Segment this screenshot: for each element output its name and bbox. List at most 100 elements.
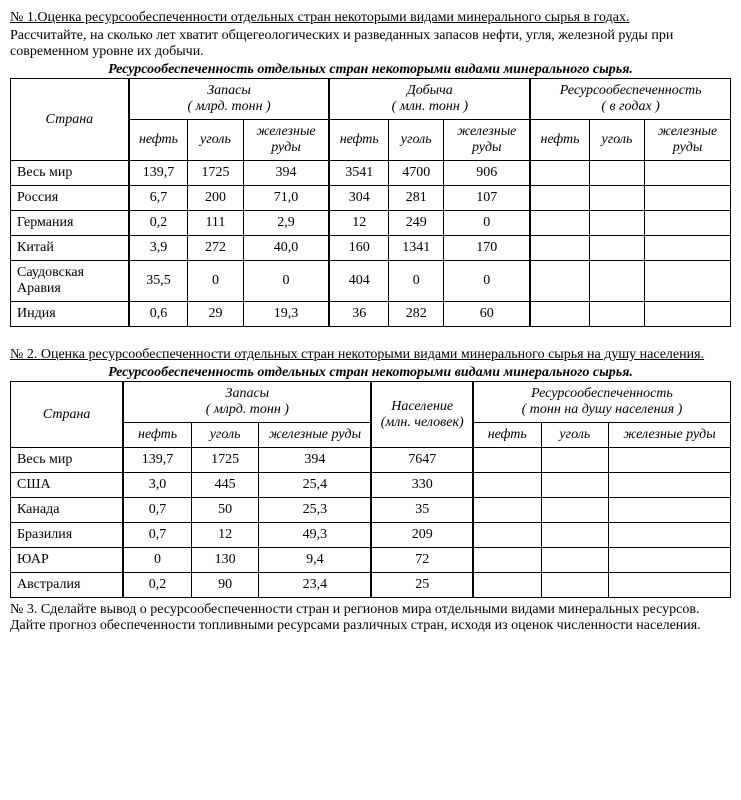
t2-head-supply: Ресурсообеспеченность( тонн на душу насе…: [473, 382, 731, 423]
table2: Страна Запасы( млрд. тонн ) Население(мл…: [10, 381, 731, 598]
table-row: Весь мир139,717253947647: [11, 448, 731, 473]
cell-empty: [530, 261, 589, 302]
cell-empty: [645, 186, 731, 211]
cell-empty: [589, 236, 644, 261]
cell: 249: [389, 211, 444, 236]
cell-country: США: [11, 473, 124, 498]
t2-sub-iron2: железные руды: [609, 423, 731, 448]
cell-empty: [530, 211, 589, 236]
cell: 209: [371, 523, 472, 548]
cell: 0,7: [123, 498, 191, 523]
table1: Страна Запасы( млрд. тонн ) Добыча( млн.…: [10, 78, 731, 327]
cell-country: Весь мир: [11, 448, 124, 473]
cell: 139,7: [123, 448, 191, 473]
cell-empty: [589, 261, 644, 302]
cell: 40,0: [243, 236, 329, 261]
cell-country: Австралия: [11, 573, 124, 598]
cell: 160: [329, 236, 388, 261]
t1-sub-iron: железные руды: [243, 120, 329, 161]
cell: 72: [371, 548, 472, 573]
cell-country: Россия: [11, 186, 129, 211]
cell: 272: [188, 236, 243, 261]
table-row: Германия0,21112,9122490: [11, 211, 731, 236]
t2-sub-coal: уголь: [191, 423, 258, 448]
t2-head-country: Страна: [11, 382, 124, 448]
cell-country: Саудовская Аравия: [11, 261, 129, 302]
cell: 1725: [191, 448, 258, 473]
cell: 282: [389, 302, 444, 327]
cell: 0,6: [129, 302, 188, 327]
cell-empty: [541, 498, 608, 523]
cell-empty: [609, 448, 731, 473]
cell-empty: [473, 498, 541, 523]
cell-empty: [530, 236, 589, 261]
cell-empty: [473, 473, 541, 498]
cell: 7647: [371, 448, 472, 473]
cell: 25,4: [259, 473, 372, 498]
cell-country: Весь мир: [11, 161, 129, 186]
cell: 71,0: [243, 186, 329, 211]
cell-empty: [609, 548, 731, 573]
cell: 12: [191, 523, 258, 548]
cell-empty: [645, 302, 731, 327]
cell-country: Бразилия: [11, 523, 124, 548]
t1-sub-coal2: уголь: [389, 120, 444, 161]
cell-country: Китай: [11, 236, 129, 261]
cell: 35,5: [129, 261, 188, 302]
cell: 12: [329, 211, 388, 236]
cell: 23,4: [259, 573, 372, 598]
cell: 49,3: [259, 523, 372, 548]
cell: 29: [188, 302, 243, 327]
cell: 25: [371, 573, 472, 598]
cell-empty: [530, 161, 589, 186]
cell: 0: [243, 261, 329, 302]
cell: 0: [444, 211, 530, 236]
cell: 0,2: [123, 573, 191, 598]
task1-caption: Ресурсообеспеченность отдельных стран не…: [10, 62, 731, 78]
task2-caption: Ресурсообеспеченность отдельных стран не…: [10, 365, 731, 381]
cell: 6,7: [129, 186, 188, 211]
cell-empty: [589, 186, 644, 211]
cell-empty: [541, 548, 608, 573]
t1-head-country: Страна: [11, 79, 129, 161]
cell: 200: [188, 186, 243, 211]
t2-sub-oil: нефть: [123, 423, 191, 448]
t1-sub-iron2: железные руды: [444, 120, 530, 161]
cell: 304: [329, 186, 388, 211]
cell-country: Индия: [11, 302, 129, 327]
cell-empty: [645, 161, 731, 186]
cell: 3541: [329, 161, 388, 186]
cell-empty: [541, 473, 608, 498]
cell: 36: [329, 302, 388, 327]
cell: 0: [188, 261, 243, 302]
t2-head-population: Население(млн. человек): [371, 382, 472, 448]
cell-empty: [541, 448, 608, 473]
table-row: Весь мир139,7172539435414700906: [11, 161, 731, 186]
t1-sub-oil3: нефть: [530, 120, 589, 161]
cell-empty: [645, 236, 731, 261]
cell-empty: [530, 302, 589, 327]
table-row: США3,044525,4330: [11, 473, 731, 498]
table-row: ЮАР01309,472: [11, 548, 731, 573]
cell: 394: [243, 161, 329, 186]
cell: 1725: [188, 161, 243, 186]
t1-sub-coal: уголь: [188, 120, 243, 161]
cell-empty: [473, 573, 541, 598]
cell: 445: [191, 473, 258, 498]
cell-empty: [609, 498, 731, 523]
t2-sub-coal2: уголь: [541, 423, 608, 448]
cell-empty: [589, 161, 644, 186]
cell: 0: [444, 261, 530, 302]
cell-empty: [473, 548, 541, 573]
table-row: Саудовская Аравия35,50040400: [11, 261, 731, 302]
table-row: Китай3,927240,01601341170: [11, 236, 731, 261]
cell: 3,9: [129, 236, 188, 261]
cell-empty: [473, 523, 541, 548]
cell: 111: [188, 211, 243, 236]
cell-empty: [589, 211, 644, 236]
cell: 0,7: [123, 523, 191, 548]
cell: 404: [329, 261, 388, 302]
table-row: Австралия0,29023,425: [11, 573, 731, 598]
table-row: Индия0,62919,33628260: [11, 302, 731, 327]
cell: 281: [389, 186, 444, 211]
